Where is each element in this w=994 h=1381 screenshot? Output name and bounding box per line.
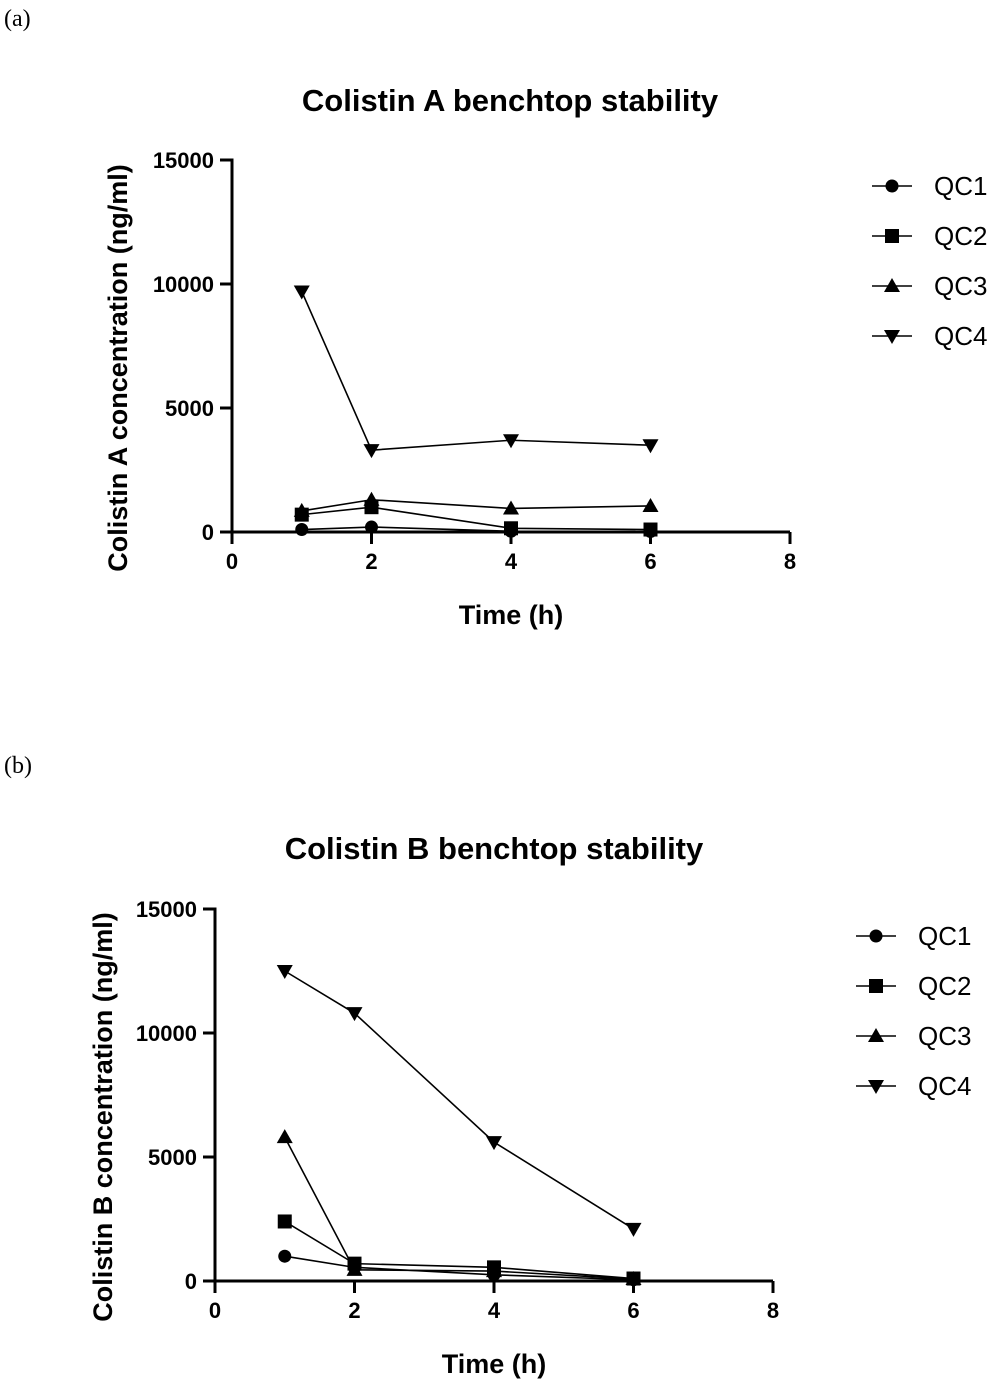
x-tick-label: 0 [209,1298,221,1323]
series-qc4 [293,285,659,459]
series-qc3 [293,491,659,517]
legend-marker [868,1080,884,1094]
panel-a: (a) Colistin A benchtop stability 0 2 4 6 8 0 50… [4,6,987,630]
legend-item-qc3: QC3 [872,271,987,301]
legend-item-qc4: QC4 [872,321,987,351]
data-point [293,285,310,300]
series-line [284,970,634,1230]
data-point [295,523,309,537]
series-qc4 [276,965,642,1237]
x-tick-label: 4 [488,1298,501,1323]
chart-title: Colistin A benchtop stability [302,83,719,118]
panel-b: (b) Colistin B benchtop stability 0 2 4 6 8 0 50… [4,753,971,1379]
data-point [642,497,659,512]
data-point [504,521,518,536]
series-line [301,291,651,451]
data-point [625,1271,642,1286]
legend-marker [869,929,883,943]
legend-label: QC1 [918,921,971,951]
y-axis-label: Colistin A concentration (ng/ml) [103,164,133,572]
legend-marker [884,278,900,292]
legend-item-qc4: QC4 [856,1071,971,1101]
legend-item-qc3: QC3 [856,1021,971,1051]
legend-item-qc1: QC1 [872,171,987,201]
y-tick-label: 5000 [148,1145,197,1170]
data-point [278,1249,292,1263]
series-qc3 [276,1129,642,1286]
data-point [346,1007,363,1022]
x-tick-label: 0 [226,549,238,574]
y-tick-label: 10000 [136,1021,197,1046]
series-line [284,1136,634,1280]
panel-label: (a) [4,6,31,32]
legend-item-qc2: QC2 [856,971,971,1001]
data-point [276,965,293,979]
y-axis-label: Colistin B concentration (ng/ml) [88,912,118,1322]
data-point [277,1214,292,1229]
chart-title: Colistin B benchtop stability [285,831,704,866]
series-line [301,506,651,531]
legend-label: QC3 [918,1021,971,1051]
x-tick-label: 8 [784,549,796,574]
x-axis-label: Time (h) [442,1349,547,1379]
series-line [301,498,651,512]
legend-label: QC4 [918,1071,971,1101]
legend-label: QC4 [934,321,987,351]
series-line [284,1220,634,1280]
x-axis-label: Time (h) [459,600,564,630]
data-point [643,522,658,537]
data-point [293,502,310,517]
legend-item-qc2: QC2 [872,221,987,251]
data-point [486,1263,502,1278]
y-tick-label: 15000 [153,148,214,173]
legend-label: QC2 [918,971,971,1001]
x-tick-label: 8 [767,1298,779,1323]
legend-marker [885,229,899,243]
series-qc2 [277,1214,641,1286]
legend-label: QC1 [934,171,987,201]
data-point [503,434,519,449]
x-tick-label: 6 [644,549,656,574]
x-tick-label: 4 [505,549,518,574]
data-point [625,1222,642,1237]
x-tick-label: 2 [348,1298,360,1323]
y-tick-label: 0 [185,1269,197,1294]
data-point [363,444,380,459]
panel-label: (b) [4,753,32,779]
data-point [276,1129,293,1144]
data-point [503,500,519,515]
legend-marker [868,1028,884,1042]
data-point [346,1261,363,1276]
legend-label: QC3 [934,271,987,301]
data-point [363,491,380,506]
series-line [301,526,651,533]
y-tick-label: 10000 [153,272,214,297]
data-point [642,439,659,454]
y-tick-label: 0 [202,520,214,545]
legend-marker [884,330,900,344]
legend-label: QC2 [934,221,987,251]
y-tick-label: 5000 [165,396,214,421]
x-tick-label: 2 [365,549,377,574]
data-point [365,520,378,534]
legend-marker [885,179,899,193]
data-point [486,1136,502,1151]
y-tick-label: 15000 [136,897,197,922]
legend-marker [869,979,883,993]
legend-item-qc1: QC1 [856,921,971,951]
x-tick-label: 6 [627,1298,639,1323]
